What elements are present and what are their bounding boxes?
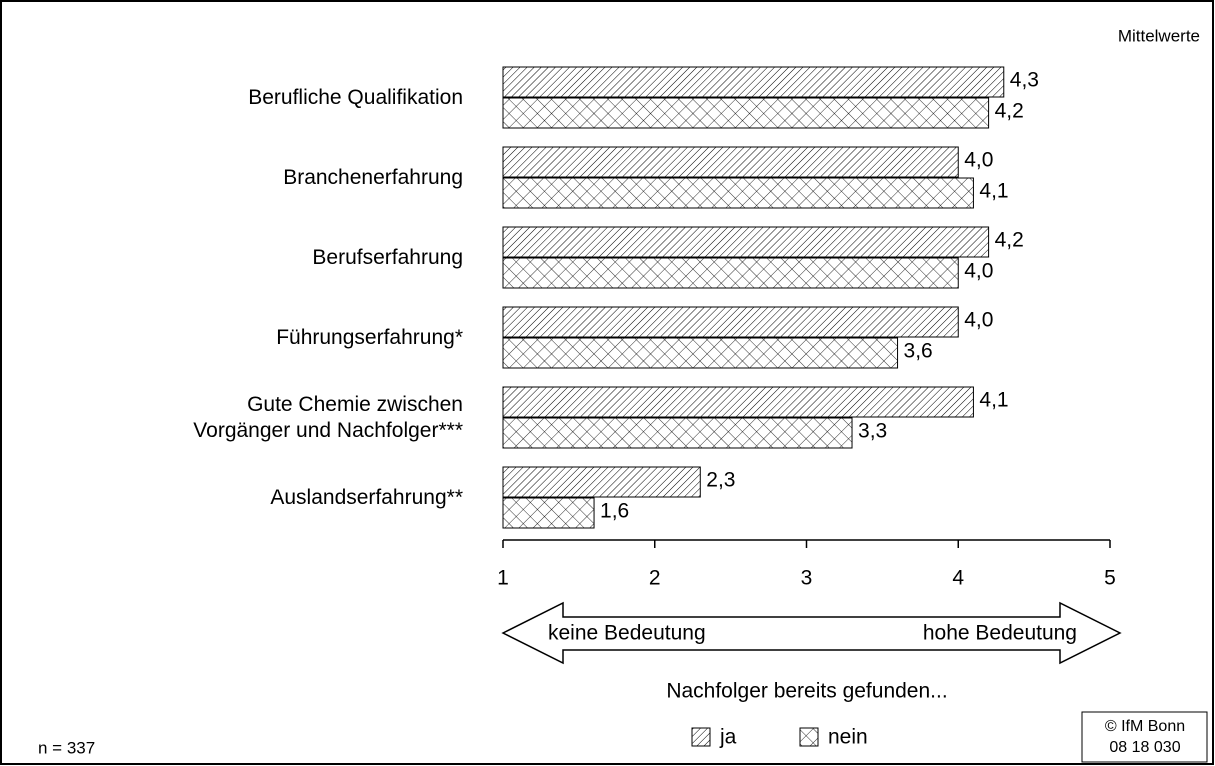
scale-arrow (501, 601, 1122, 665)
category-label: Gute Chemie zwischen Vorgänger und Nachf… (193, 392, 463, 442)
value-label: 1,6 (600, 500, 629, 523)
bar (502, 417, 853, 449)
corner-label: Mittelwerte (1118, 26, 1200, 45)
x-tick-label: 5 (1104, 567, 1116, 590)
category-label: Berufliche Qualifikation (248, 85, 463, 109)
legend-swatch (799, 727, 819, 747)
source-box (1081, 711, 1208, 763)
bar (502, 146, 959, 178)
note: n = 337 (38, 738, 95, 757)
value-label: 4,1 (979, 389, 1008, 412)
bar (502, 66, 1005, 98)
value-label: 4,2 (995, 100, 1024, 123)
value-label: 4,0 (964, 309, 993, 332)
bar (502, 257, 959, 289)
bar (502, 306, 959, 338)
scale-right: hohe Bedeutung (923, 622, 1077, 645)
value-label: 3,3 (858, 420, 887, 443)
legend-label: nein (828, 726, 868, 749)
x-tick-label: 4 (952, 567, 964, 590)
category-label: Branchenerfahrung (283, 165, 463, 189)
category-label: Führungserfahrung* (276, 325, 463, 349)
scale-left: keine Bedeutung (548, 622, 706, 645)
legend-swatch (691, 727, 711, 747)
category-label: Auslandserfahrung** (270, 485, 463, 509)
x-tick-label: 2 (649, 567, 661, 590)
value-label: 4,1 (979, 180, 1008, 203)
source: 08 18 030 (1109, 739, 1180, 756)
bar (502, 386, 974, 418)
value-label: 4,0 (964, 149, 993, 172)
value-label: 4,2 (995, 229, 1024, 252)
value-label: 2,3 (706, 469, 735, 492)
legend-label: ja (719, 726, 737, 749)
bar (502, 337, 899, 369)
value-label: 4,0 (964, 260, 993, 283)
bar (502, 177, 974, 209)
category-label: Berufserfahrung (312, 245, 463, 269)
bar (502, 497, 595, 529)
bar (502, 97, 990, 129)
bar (502, 466, 701, 498)
bar (502, 226, 990, 258)
value-label: 3,6 (904, 340, 933, 363)
legend-title: Nachfolger bereits gefunden... (666, 680, 947, 703)
value-label: 4,3 (1010, 69, 1039, 92)
x-tick-label: 1 (497, 567, 509, 590)
x-tick-label: 3 (801, 567, 813, 590)
source: © IfM Bonn (1105, 718, 1185, 735)
